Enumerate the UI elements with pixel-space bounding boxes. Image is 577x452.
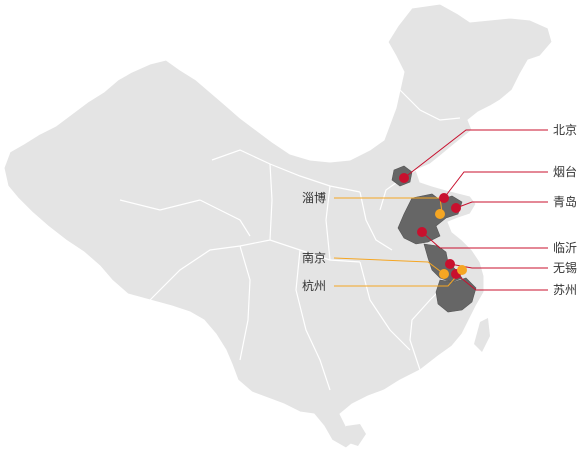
marker-beijing <box>399 173 409 183</box>
leader-nanjing <box>333 257 445 275</box>
city-markers <box>399 173 467 279</box>
labels-right: 北京 烟台 青岛 临沂 无锡 苏州 <box>553 123 577 297</box>
label-yantai: 烟台 <box>553 164 577 179</box>
leader-linyi <box>421 231 548 249</box>
leader-qingdao <box>455 201 548 209</box>
marker-zibo <box>435 209 445 219</box>
label-zibo: 淄博 <box>302 190 326 205</box>
highlighted-regions <box>391 165 477 313</box>
label-linyi: 临沂 <box>553 241 577 255</box>
marker-hangzhou <box>457 265 467 275</box>
province-borders <box>119 89 461 391</box>
marker-linyi <box>417 227 427 237</box>
leader-wuxi <box>449 263 548 269</box>
leader-lines <box>333 129 548 291</box>
label-hangzhou: 杭州 <box>302 278 326 293</box>
marker-nanjing <box>439 269 449 279</box>
hainan-island <box>346 424 366 446</box>
label-qingdao: 青岛 <box>553 194 577 209</box>
taiwan-island <box>474 318 490 352</box>
label-wuxi: 无锡 <box>553 260 577 275</box>
marker-yantai <box>439 193 449 203</box>
label-suzhou: 苏州 <box>553 283 577 297</box>
marker-qingdao <box>451 203 461 213</box>
label-beijing: 北京 <box>553 123 577 137</box>
china-landmass <box>3 3 553 449</box>
label-nanjing: 南京 <box>302 250 326 265</box>
leader-yantai <box>443 171 548 199</box>
leader-beijing <box>403 129 548 179</box>
marker-wuxi <box>445 259 455 269</box>
leader-suzhou <box>455 273 548 291</box>
labels-left: 淄博 南京 杭州 <box>302 190 326 293</box>
